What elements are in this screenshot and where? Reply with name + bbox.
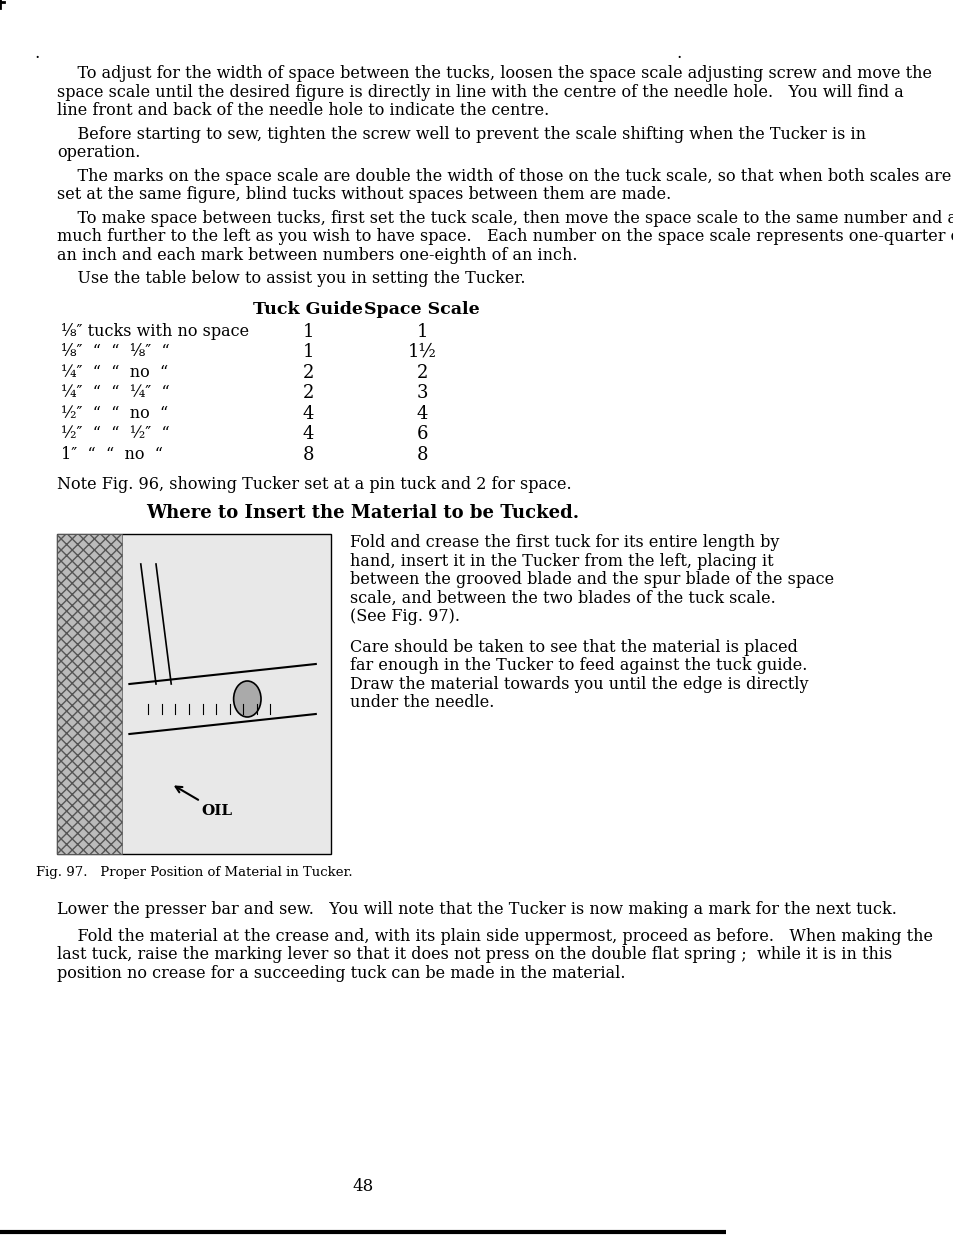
Text: Fig. 97.   Proper Position of Material in Tucker.: Fig. 97. Proper Position of Material in … bbox=[35, 866, 352, 879]
Text: 8: 8 bbox=[416, 446, 428, 463]
Text: much further to the left as you wish to have space.   Each number on the space s: much further to the left as you wish to … bbox=[57, 228, 953, 245]
Bar bbox=[57, 534, 331, 853]
Text: The marks on the space scale are double the width of those on the tuck scale, so: The marks on the space scale are double … bbox=[57, 168, 950, 184]
Text: 1: 1 bbox=[302, 343, 314, 361]
Text: position no crease for a succeeding tuck can be made in the material.: position no crease for a succeeding tuck… bbox=[57, 965, 625, 982]
Text: under the needle.: under the needle. bbox=[350, 694, 494, 711]
Text: .: . bbox=[676, 44, 681, 62]
Text: 2: 2 bbox=[416, 363, 428, 382]
Text: 1: 1 bbox=[416, 322, 428, 341]
Text: 3: 3 bbox=[416, 384, 428, 403]
Text: hand, insert it in the Tucker from the left, placing it: hand, insert it in the Tucker from the l… bbox=[350, 552, 773, 569]
Text: set at the same figure, blind tucks without spaces between them are made.: set at the same figure, blind tucks with… bbox=[57, 186, 671, 203]
Text: OIL: OIL bbox=[175, 787, 233, 818]
Text: Where to Insert the Material to be Tucked.: Where to Insert the Material to be Tucke… bbox=[146, 504, 578, 522]
Text: Fold and crease the first tuck for its entire length by: Fold and crease the first tuck for its e… bbox=[350, 534, 779, 551]
Text: ½″  “  “  ½″  “: ½″ “ “ ½″ “ bbox=[61, 425, 170, 442]
Text: ⅛″  “  “  ⅛″  “: ⅛″ “ “ ⅛″ “ bbox=[61, 343, 170, 359]
Text: .: . bbox=[34, 44, 39, 62]
Text: 48: 48 bbox=[352, 1178, 374, 1195]
Text: To make space between tucks, first set the tuck scale, then move the space scale: To make space between tucks, first set t… bbox=[57, 210, 953, 226]
Text: ¼″  “  “  ¼″  “: ¼″ “ “ ¼″ “ bbox=[61, 384, 170, 401]
Text: space scale until the desired figure is directly in line with the centre of the : space scale until the desired figure is … bbox=[57, 84, 902, 100]
Text: To adjust for the width of space between the tucks, loosen the space scale adjus: To adjust for the width of space between… bbox=[57, 65, 931, 82]
Text: between the grooved blade and the spur blade of the space: between the grooved blade and the spur b… bbox=[350, 571, 833, 588]
Circle shape bbox=[233, 680, 261, 718]
Text: 2: 2 bbox=[302, 384, 314, 403]
Text: Care should be taken to see that the material is placed: Care should be taken to see that the mat… bbox=[350, 638, 797, 656]
Text: 8: 8 bbox=[302, 446, 314, 463]
Text: Lower the presser bar and sew.   You will note that the Tucker is now making a m: Lower the presser bar and sew. You will … bbox=[57, 902, 896, 918]
Text: Fold the material at the crease and, with its plain side uppermost, proceed as b: Fold the material at the crease and, wit… bbox=[57, 927, 932, 945]
Text: Note Fig. 96, showing Tucker set at a pin tuck and 2 for space.: Note Fig. 96, showing Tucker set at a pi… bbox=[57, 475, 571, 493]
Text: 1: 1 bbox=[302, 322, 314, 341]
Text: ½″  “  “  no  “: ½″ “ “ no “ bbox=[61, 405, 168, 421]
Bar bbox=[57, 534, 122, 853]
Text: line front and back of the needle hole to indicate the centre.: line front and back of the needle hole t… bbox=[57, 103, 549, 119]
Text: 1½: 1½ bbox=[408, 343, 436, 361]
Text: Space Scale: Space Scale bbox=[364, 300, 479, 317]
Text: 6: 6 bbox=[416, 425, 428, 443]
Text: Tuck Guide: Tuck Guide bbox=[253, 300, 363, 317]
Text: Before starting to sew, tighten the screw well to prevent the scale shifting whe: Before starting to sew, tighten the scre… bbox=[57, 126, 865, 142]
Text: last tuck, raise the marking lever so that it does not press on the double flat : last tuck, raise the marking lever so th… bbox=[57, 946, 891, 963]
Text: ⅛″ tucks with no space: ⅛″ tucks with no space bbox=[61, 322, 249, 340]
Text: 4: 4 bbox=[302, 425, 314, 443]
Text: 4: 4 bbox=[416, 405, 428, 422]
Text: far enough in the Tucker to feed against the tuck guide.: far enough in the Tucker to feed against… bbox=[350, 657, 806, 674]
Text: scale, and between the two blades of the tuck scale.: scale, and between the two blades of the… bbox=[350, 589, 775, 606]
Text: 2: 2 bbox=[302, 363, 314, 382]
Text: Draw the material towards you until the edge is directly: Draw the material towards you until the … bbox=[350, 676, 808, 693]
Text: (See Fig. 97).: (See Fig. 97). bbox=[350, 608, 459, 625]
Text: an inch and each mark between numbers one-eighth of an inch.: an inch and each mark between numbers on… bbox=[57, 247, 577, 263]
Text: 1″  “  “  no  “: 1″ “ “ no “ bbox=[61, 446, 163, 462]
Text: ¼″  “  “  no  “: ¼″ “ “ no “ bbox=[61, 363, 168, 380]
Text: operation.: operation. bbox=[57, 144, 140, 161]
Text: 4: 4 bbox=[302, 405, 314, 422]
Text: Use the table below to assist you in setting the Tucker.: Use the table below to assist you in set… bbox=[57, 270, 525, 287]
